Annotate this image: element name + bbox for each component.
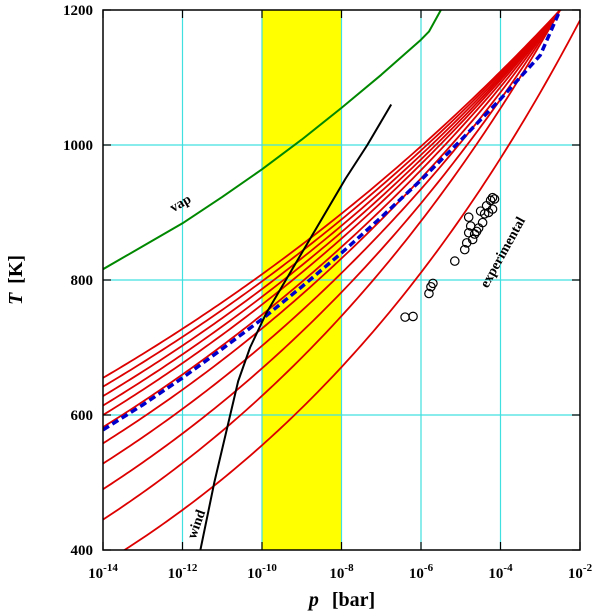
x-axis-title: p [bar] [307, 589, 375, 611]
isotherm-curve [103, 10, 562, 407]
points-layer [400, 192, 500, 322]
x-tick-label-exponent: -12 [183, 562, 198, 574]
isotherm-curve [103, 10, 562, 379]
x-tick-label-base: 10 [247, 566, 262, 582]
x-tick-label-base: 10 [568, 566, 583, 582]
x-tick-label: 10-6 [409, 562, 434, 582]
y-tick-label: 600 [71, 408, 94, 424]
series-layer [103, 10, 580, 550]
x-tick-label-exponent: -6 [424, 562, 434, 574]
isotherm-curve [103, 10, 562, 465]
y-tick-label: 1000 [63, 138, 93, 154]
x-tick-label-base: 10 [409, 566, 424, 582]
x-tick-label-base: 10 [88, 566, 103, 582]
experimental-point [400, 312, 410, 322]
experimental-point [428, 278, 438, 289]
y-axis-symbol: T [5, 292, 27, 305]
experimental-point [487, 204, 498, 214]
experimental-point [485, 195, 496, 206]
experimental-point [463, 212, 474, 223]
x-tick-label-exponent: -8 [344, 562, 354, 574]
experimental-point [459, 244, 470, 255]
experimental-point [489, 194, 500, 204]
isotherm-curve [122, 19, 580, 550]
vap-line [103, 10, 442, 271]
isotherm-curve [103, 10, 562, 388]
x-tick-label: 10-4 [488, 562, 513, 582]
x-tick-label: 10-10 [247, 562, 277, 582]
experimental-point [469, 229, 480, 239]
x-axis-symbol: p [307, 589, 319, 611]
x-tick-label-base: 10 [488, 566, 503, 582]
x-tick-label-base: 10 [168, 566, 183, 582]
y-tick-label: 1200 [63, 3, 93, 19]
x-tick-label-exponent: -2 [583, 562, 593, 574]
y-axis-title: T [K] [5, 255, 27, 305]
x-tick-label: 10-12 [168, 562, 198, 582]
isotherm-curve [103, 10, 562, 397]
experimental-point [408, 311, 418, 322]
x-tick-label: 10-14 [88, 562, 118, 582]
experimental-point [475, 206, 486, 216]
isotherm-curve [103, 10, 562, 445]
isotherm-curve [103, 10, 562, 428]
x-tick-label: 10-2 [568, 562, 593, 582]
isotherm-curve [103, 10, 562, 521]
y-axis-unit: [K] [5, 255, 27, 284]
wind-line [199, 103, 393, 550]
experimental-point [424, 288, 434, 299]
tick-layer: 10-14 10-12 10-10 10-8 10-6 10-4 10-2400600800… [63, 3, 593, 582]
dashed-fit-line [103, 10, 562, 432]
x-axis-unit: [bar] [332, 589, 375, 611]
experimental-point [467, 234, 478, 245]
isotherm-curve [103, 10, 562, 416]
x-tick-label: 10-8 [329, 562, 354, 582]
x-tick-label-exponent: -14 [103, 562, 118, 574]
x-tick-label-exponent: -4 [503, 562, 513, 574]
experimental-point [487, 192, 498, 203]
y-tick-label: 400 [71, 543, 94, 559]
experimental-point [449, 256, 460, 266]
x-tick-label-exponent: -10 [262, 562, 277, 574]
grid-layer [103, 10, 580, 550]
vap-label: vap [168, 192, 195, 216]
y-tick-label: 800 [71, 273, 94, 289]
x-tick-label-base: 10 [329, 566, 344, 582]
